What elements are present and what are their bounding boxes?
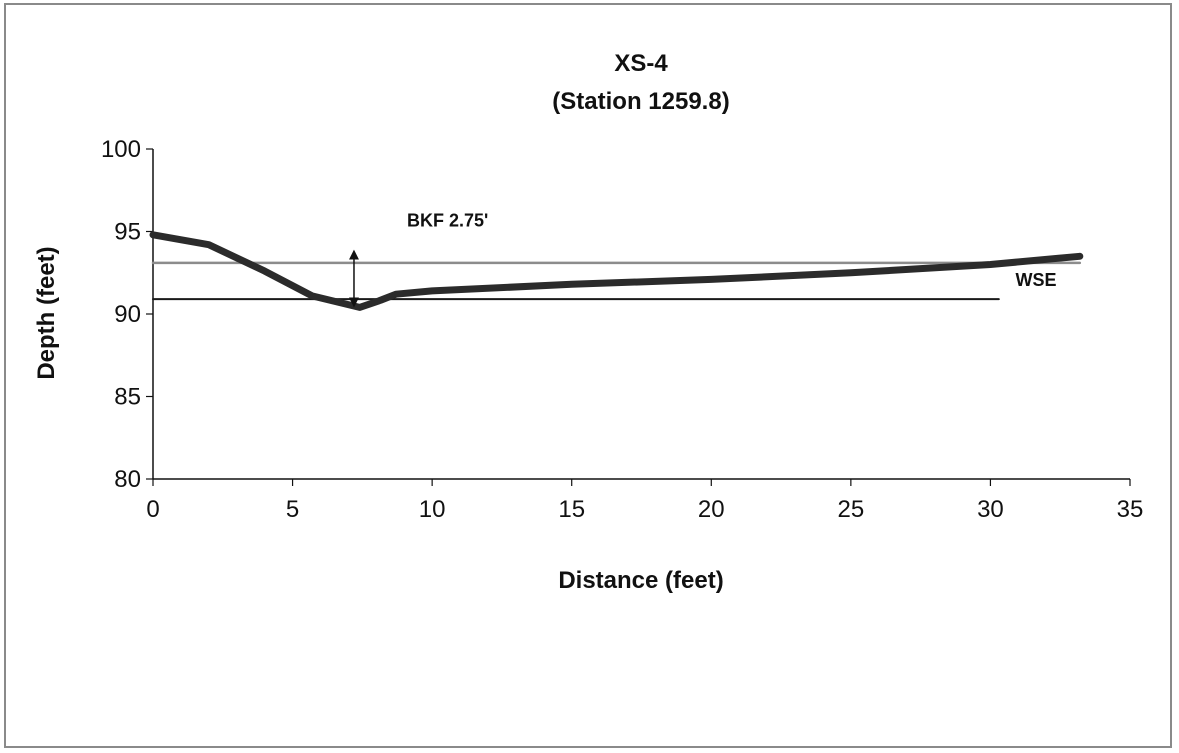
y-tick-label: 100 xyxy=(101,136,141,163)
x-axis-title: Distance (feet) xyxy=(558,567,723,594)
series-layer xyxy=(149,231,1084,311)
x-tick-label: 15 xyxy=(558,496,585,523)
x-tick-label: 25 xyxy=(838,496,865,523)
y-axis-title: Depth (feet) xyxy=(33,246,60,379)
x-tick-label: 5 xyxy=(286,496,299,523)
x-tick-label: 30 xyxy=(977,496,1004,523)
x-tick-label: 20 xyxy=(698,496,725,523)
x-tick-label: 10 xyxy=(419,496,446,523)
wse-label: WSE xyxy=(1016,270,1057,290)
annotation-layer: BKF 2.75' WSE xyxy=(348,211,1057,308)
chart-subtitle: (Station 1259.8) xyxy=(552,88,729,115)
axes xyxy=(152,149,1130,480)
y-tick-label: 85 xyxy=(114,384,141,411)
y-tick-label: 90 xyxy=(114,301,141,328)
ground-profile-line xyxy=(149,231,1084,311)
y-tick-label: 80 xyxy=(114,466,141,493)
x-tick-label: 0 xyxy=(146,496,159,523)
chart-frame xyxy=(4,3,1172,748)
ticks: 80 85 90 95 100 0 5 10 15 20 25 30 35 xyxy=(101,136,1143,523)
x-tick-label: 35 xyxy=(1117,496,1144,523)
chart-title: XS-4 xyxy=(614,50,668,77)
bkf-label: BKF 2.75' xyxy=(407,211,488,231)
y-tick-label: 95 xyxy=(114,219,141,246)
